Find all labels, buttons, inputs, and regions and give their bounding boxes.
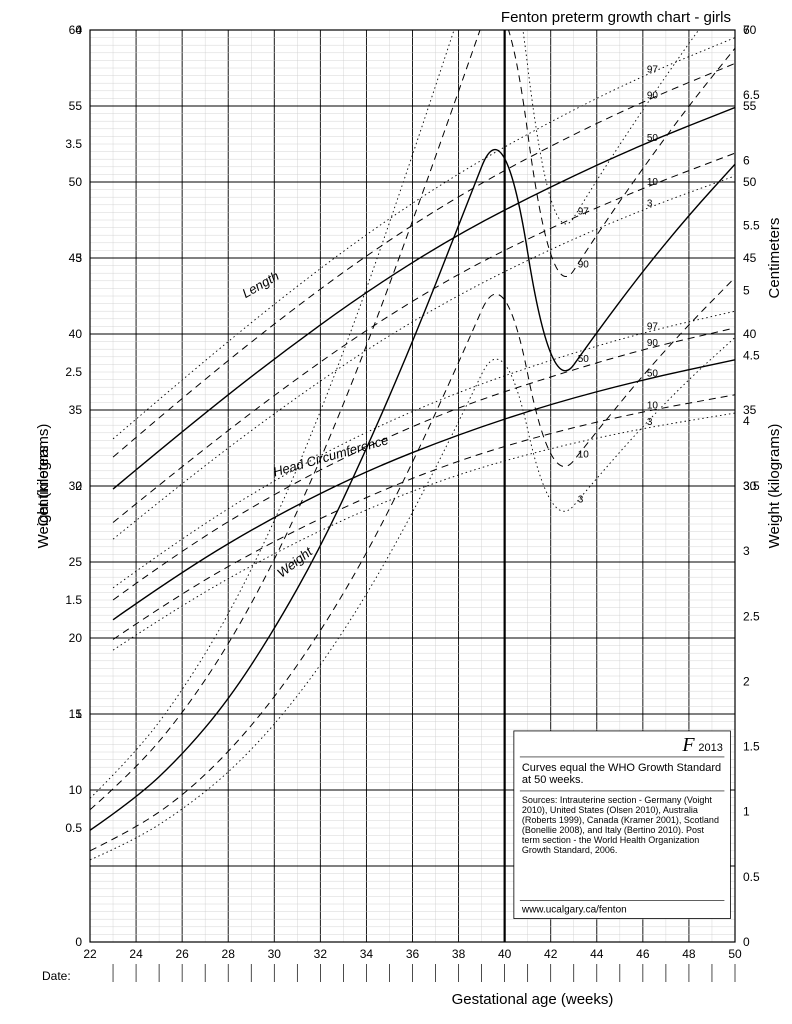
infobox-main: at 50 weeks. bbox=[522, 774, 584, 786]
infobox-sources: (Roberts 1999), Canada (Kramer 2001), Sc… bbox=[522, 815, 719, 825]
right-kg-tick: 0 bbox=[743, 935, 750, 949]
infobox-sources: Growth Standard, 2006. bbox=[522, 845, 618, 855]
x-tick: 32 bbox=[314, 947, 328, 961]
right-kg-tick: 7 bbox=[743, 23, 750, 37]
info-box: F2013 Curves equal the WHO Growth Standar… bbox=[514, 731, 731, 919]
date-label: Date: bbox=[42, 969, 71, 983]
left-kg-tick: 0.5 bbox=[65, 821, 82, 835]
left-kg-tick: 3 bbox=[75, 251, 82, 265]
right-cm-axis-label: Centimeters bbox=[766, 218, 783, 299]
pct-97-label: 97 bbox=[578, 207, 590, 218]
pct-3-label: 3 bbox=[647, 417, 653, 428]
x-tick: 36 bbox=[406, 947, 420, 961]
x-axis-label: Gestational age (weeks) bbox=[452, 991, 614, 1008]
infobox-sources: term section - the World Health Organiza… bbox=[522, 835, 699, 845]
left-cm-tick: 10 bbox=[69, 783, 83, 797]
right-kg-tick: 4.5 bbox=[743, 349, 760, 363]
left-cm-tick: 50 bbox=[69, 175, 83, 189]
right-kg-tick: 2.5 bbox=[743, 609, 760, 623]
left-kg-tick: 2 bbox=[75, 479, 82, 493]
right-kg-tick: 0.5 bbox=[743, 870, 760, 884]
pct-90-label: 90 bbox=[578, 259, 590, 270]
growth-chart: 222426283032343638404244464850Gestationa… bbox=[0, 0, 792, 1024]
right-kg-tick: 1 bbox=[743, 805, 750, 819]
infobox-sources: 2010), United States (Olsen 2010), Austr… bbox=[522, 805, 698, 815]
left-cm-tick: 40 bbox=[69, 327, 83, 341]
chart-title: Fenton preterm growth chart - girls bbox=[501, 9, 731, 26]
right-cm-tick: 40 bbox=[743, 327, 757, 341]
right-kg-tick: 1.5 bbox=[743, 740, 760, 754]
right-kg-tick: 2 bbox=[743, 674, 750, 688]
x-tick: 26 bbox=[175, 947, 189, 961]
pct-97-label: 97 bbox=[647, 321, 659, 332]
pct-10-label: 10 bbox=[647, 177, 659, 188]
left-cm-tick: 20 bbox=[69, 631, 83, 645]
left-cm-tick: 55 bbox=[69, 99, 83, 113]
pct-10-label: 10 bbox=[647, 401, 659, 412]
infobox-main: Curves equal the WHO Growth Standard bbox=[522, 762, 721, 774]
x-tick: 46 bbox=[636, 947, 650, 961]
x-tick: 48 bbox=[682, 947, 696, 961]
infobox-url: www.ucalgary.ca/fenton bbox=[521, 905, 627, 916]
pct-50-label: 50 bbox=[578, 354, 590, 365]
x-tick: 34 bbox=[360, 947, 374, 961]
logo-year: 2013 bbox=[698, 742, 722, 754]
right-kg-tick: 3 bbox=[743, 544, 750, 558]
right-cm-tick: 50 bbox=[743, 175, 757, 189]
right-kg-tick: 5 bbox=[743, 284, 750, 298]
left-cm-tick: 35 bbox=[69, 403, 83, 417]
right-kg-tick: 6 bbox=[743, 153, 750, 167]
x-tick: 28 bbox=[222, 947, 236, 961]
left-kg-tick: 1.5 bbox=[65, 593, 82, 607]
left-kg-tick: 3.5 bbox=[65, 137, 82, 151]
pct-97-label: 97 bbox=[647, 65, 659, 76]
left-cm-tick: 25 bbox=[69, 555, 83, 569]
right-kg-tick: 3.5 bbox=[743, 479, 760, 493]
pct-50-label: 50 bbox=[647, 133, 659, 144]
left-kg-axis-label: Weight (kilograms) bbox=[35, 424, 52, 549]
x-tick: 30 bbox=[268, 947, 282, 961]
left-kg-tick: 0 bbox=[75, 935, 82, 949]
pct-90-label: 90 bbox=[647, 90, 659, 101]
left-kg-tick: 1 bbox=[75, 707, 82, 721]
x-tick: 50 bbox=[728, 947, 742, 961]
pct-3-label: 3 bbox=[578, 495, 584, 506]
left-kg-tick: 4 bbox=[75, 23, 82, 37]
pct-3-label: 3 bbox=[647, 198, 653, 209]
infobox-sources: Sources: Intrauterine section - Germany … bbox=[522, 795, 713, 805]
right-kg-axis-label: Weight (kilograms) bbox=[766, 424, 783, 549]
right-kg-tick: 6.5 bbox=[743, 88, 760, 102]
pct-90-label: 90 bbox=[647, 338, 659, 349]
right-kg-tick: 4 bbox=[743, 414, 750, 428]
x-tick: 40 bbox=[498, 947, 512, 961]
logo-letter: F bbox=[681, 734, 695, 756]
x-tick: 24 bbox=[129, 947, 143, 961]
infobox-sources: (Bonellie 2008), and Italy (Bertino 2010… bbox=[522, 825, 705, 835]
pct-10-label: 10 bbox=[578, 450, 590, 461]
pct-50-label: 50 bbox=[647, 369, 659, 380]
x-tick: 42 bbox=[544, 947, 558, 961]
x-tick: 38 bbox=[452, 947, 466, 961]
right-kg-tick: 5.5 bbox=[743, 218, 760, 232]
left-kg-tick: 2.5 bbox=[65, 365, 82, 379]
right-cm-tick: 45 bbox=[743, 251, 757, 265]
x-tick: 44 bbox=[590, 947, 604, 961]
x-tick: 22 bbox=[83, 947, 97, 961]
